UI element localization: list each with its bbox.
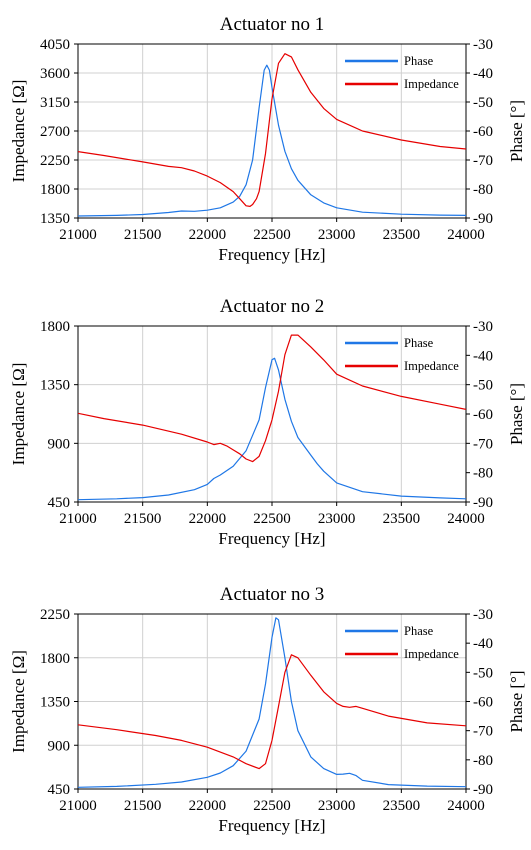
x-tick-label: 24000 [447,511,485,527]
y2-tick-label: -50 [473,378,493,394]
y-tick-label: 1350 [40,378,70,394]
y2-tick-label: -80 [473,753,493,769]
x-tick-label: 22500 [253,798,291,814]
x-axis-label: Frequency [Hz] [218,529,325,548]
y2-tick-label: -90 [473,495,493,511]
legend: Phase Impedance [345,54,459,91]
y2-tick-label: -50 [473,95,493,111]
y2-tick-label: -90 [473,782,493,798]
y-axis-label: Impedance [Ω] [9,80,28,183]
y-tick-label: 2250 [40,153,70,169]
y2-axis-label: Phase [°] [507,383,526,445]
y2-tick-label: -70 [473,153,493,169]
y2-tick-label: -70 [473,436,493,452]
series-line-impedance [78,53,466,207]
y2-tick-label: -90 [473,211,493,227]
y2-tick-label: -40 [473,348,493,364]
legend-label-impedance: Impedance [404,647,459,661]
x-tick-label: 21000 [59,798,97,814]
y2-tick-label: -60 [473,124,493,140]
y2-tick-label: -50 [473,665,493,681]
chart-title: Actuator no 3 [220,584,324,605]
y-tick-label: 4050 [40,37,70,53]
legend-label-impedance: Impedance [404,77,459,91]
chart-panel-1: 21000 21500 22000 22500 23000 23500 24000 1350 1… [9,14,526,264]
x-tick-label: 23000 [318,511,356,527]
x-tick-label: 21000 [59,511,97,527]
y-tick-label: 1350 [40,211,70,227]
y-tick-label: 1800 [40,651,70,667]
x-axis-label: Frequency [Hz] [218,245,325,264]
x-tick-label: 21500 [124,798,162,814]
y2-axis-label: Phase [°] [507,670,526,732]
x-tick-label: 21000 [59,227,97,243]
series-line-phase [78,617,466,788]
series-line-impedance [78,334,466,463]
series-line-impedance [78,654,466,770]
y2-tick-label: -40 [473,636,493,652]
y-tick-label: 3600 [40,66,70,82]
y-tick-label: 2700 [40,124,70,140]
y2-tick-label: -30 [473,607,493,623]
x-tick-label: 24000 [447,227,485,243]
x-tick-label: 22000 [189,227,227,243]
y2-tick-label: -80 [473,466,493,482]
x-tick-label: 23500 [383,798,421,814]
y2-tick-label: -60 [473,695,493,711]
y-tick-label: 900 [48,436,71,452]
legend-label-impedance: Impedance [404,359,459,373]
legend: Phase Impedance [345,624,459,661]
chart-panel-3: 21000 21500 22000 22500 23000 23500 24000 450 90… [9,584,526,835]
y-axis-label: Impedance [Ω] [9,363,28,466]
y2-tick-label: -80 [473,182,493,198]
series-line-phase [78,64,466,217]
chart-title: Actuator no 2 [220,296,324,317]
legend-label-phase: Phase [404,624,434,638]
x-tick-label: 23500 [383,227,421,243]
x-tick-label: 23500 [383,511,421,527]
chart-panel-2: 21000 21500 22000 22500 23000 23500 24000 450 90… [9,296,526,548]
y-tick-label: 450 [48,782,71,798]
x-tick-label: 23000 [318,798,356,814]
y-tick-label: 900 [48,738,71,754]
y-tick-label: 3150 [40,95,70,111]
y-tick-label: 1800 [40,182,70,198]
x-tick-label: 24000 [447,798,485,814]
x-tick-label: 21500 [124,511,162,527]
legend: Phase Impedance [345,336,459,373]
legend-label-phase: Phase [404,54,434,68]
y2-axis-label: Phase [°] [507,100,526,162]
series-line-phase [78,357,466,501]
y2-tick-label: -30 [473,37,493,53]
x-tick-label: 22500 [253,511,291,527]
legend-label-phase: Phase [404,336,434,350]
y2-tick-label: -60 [473,407,493,423]
y-tick-label: 450 [48,495,71,511]
y-axis-label: Impedance [Ω] [9,650,28,753]
x-axis-label: Frequency [Hz] [218,816,325,835]
x-tick-label: 22500 [253,227,291,243]
chart-title: Actuator no 1 [220,14,324,35]
x-tick-label: 22000 [189,798,227,814]
y2-tick-label: -40 [473,66,493,82]
x-tick-label: 22000 [189,511,227,527]
y2-tick-label: -30 [473,319,493,335]
y2-tick-label: -70 [473,724,493,740]
x-tick-label: 23000 [318,227,356,243]
y-tick-label: 1350 [40,695,70,711]
y-tick-label: 1800 [40,319,70,335]
x-tick-label: 21500 [124,227,162,243]
y-tick-label: 2250 [40,607,70,623]
